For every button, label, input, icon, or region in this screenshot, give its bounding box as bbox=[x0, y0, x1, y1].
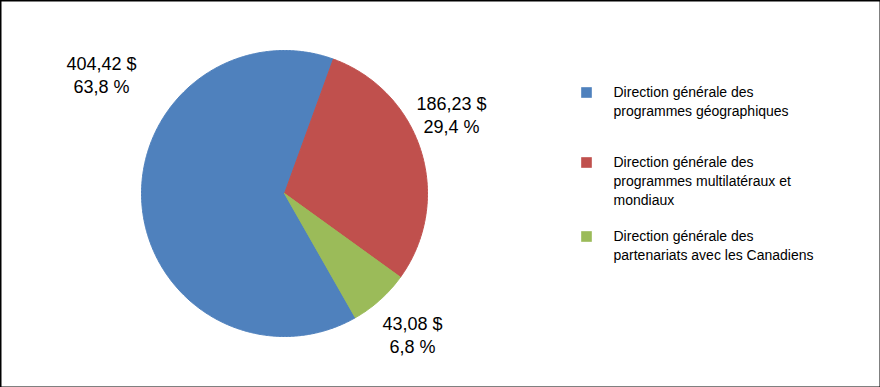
svg-text:Direction générale desprogramm: Direction générale desprogrammes multila… bbox=[614, 154, 792, 208]
svg-text:Direction générale despartenar: Direction générale despartenariats avec … bbox=[614, 228, 814, 263]
svg-text:Direction générale desprogramm: Direction générale desprogrammes géograp… bbox=[614, 84, 789, 119]
svg-text:404,42 $63,8 %: 404,42 $63,8 % bbox=[66, 54, 136, 96]
svg-text:186,23 $29,4 %: 186,23 $29,4 % bbox=[416, 94, 486, 137]
svg-text:43,08 $6,8 %: 43,08 $6,8 % bbox=[382, 314, 442, 357]
